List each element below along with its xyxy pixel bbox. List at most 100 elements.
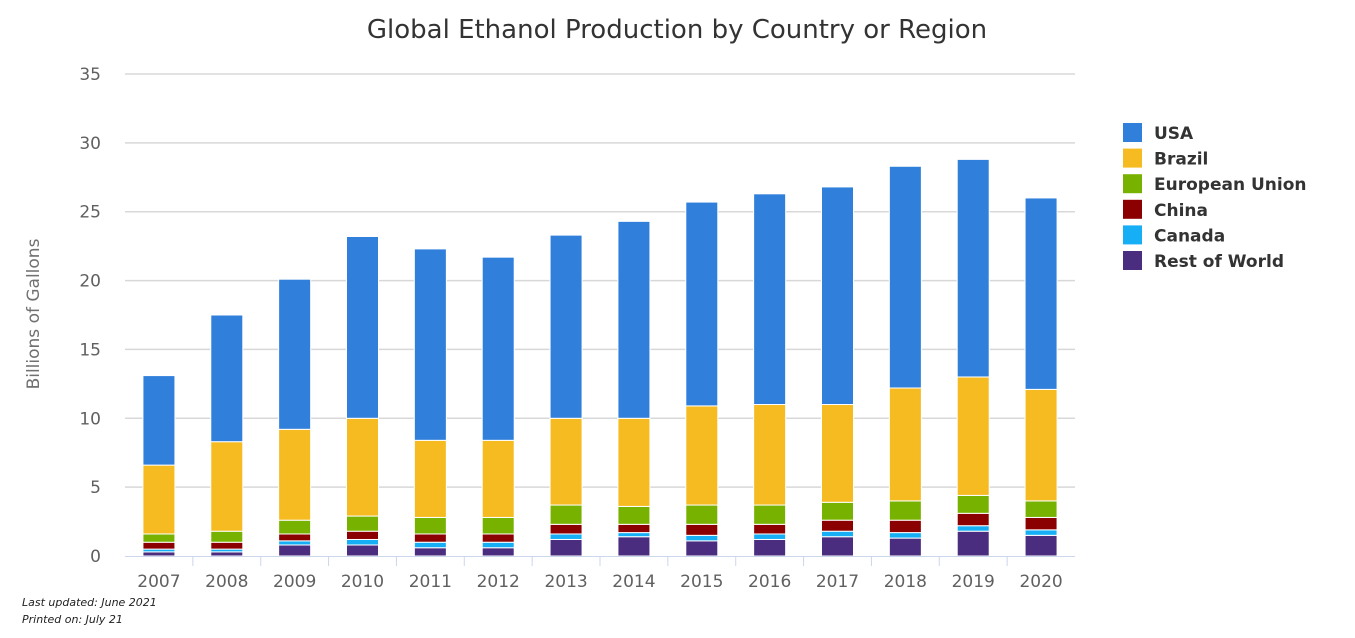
bar-china-2015 <box>685 523 719 536</box>
x-tick-label: 2009 <box>273 572 316 592</box>
legend-label-european-union: European Union <box>1154 175 1307 195</box>
x-tick-label: 2010 <box>341 572 384 592</box>
bar-brazil-2007 <box>142 464 176 535</box>
x-tick-label: 2019 <box>952 572 995 592</box>
x-tick-label: 2011 <box>409 572 452 592</box>
bar-canada-2017 <box>821 530 854 538</box>
bar-brazil-2013 <box>549 417 583 506</box>
x-tick-label: 2014 <box>612 572 655 592</box>
bar-european-union-2014 <box>617 505 651 525</box>
bar-china-2016 <box>753 523 787 535</box>
bar-european-union-2020 <box>1024 500 1058 518</box>
bar-european-union-2019 <box>956 494 990 514</box>
bar-canada-2011 <box>413 541 447 549</box>
bar-china-2013 <box>549 523 583 535</box>
bar-brazil-2011 <box>413 439 447 518</box>
y-tick-label: 10 <box>79 409 101 429</box>
bar-canada-2010 <box>346 538 379 546</box>
bar-china-2012 <box>481 533 515 543</box>
legend-swatch-usa <box>1123 123 1142 142</box>
bar-european-union-2017 <box>821 501 854 521</box>
bar-brazil-2019 <box>956 376 990 496</box>
bar-rest-of-world-2007 <box>142 551 176 557</box>
bar-usa-2014 <box>617 220 651 419</box>
last-updated-note: Last updated: June 2021 <box>22 596 157 609</box>
bar-usa-2007 <box>142 375 176 466</box>
bar-canada-2015 <box>685 534 719 542</box>
bar-usa-2018 <box>888 165 922 389</box>
y-tick-label: 0 <box>90 547 101 567</box>
bar-usa-2009 <box>278 278 312 430</box>
bar-european-union-2009 <box>278 519 312 535</box>
bar-canada-2018 <box>888 532 922 539</box>
bar-canada-2009 <box>278 540 312 546</box>
bar-usa-2019 <box>956 158 990 378</box>
bars <box>142 158 1058 557</box>
x-tick-label: 2016 <box>748 572 791 592</box>
bar-european-union-2013 <box>549 504 583 525</box>
bar-usa-2010 <box>346 236 379 419</box>
bar-rest-of-world-2015 <box>685 540 719 557</box>
bar-european-union-2011 <box>413 516 447 535</box>
bar-rest-of-world-2008 <box>210 551 244 557</box>
bar-european-union-2012 <box>481 516 515 535</box>
legend-label-canada: Canada <box>1154 226 1225 246</box>
bar-usa-2020 <box>1024 197 1058 390</box>
bar-european-union-2018 <box>888 500 922 521</box>
bar-brazil-2009 <box>278 428 312 521</box>
bar-rest-of-world-2020 <box>1024 534 1058 557</box>
bar-canada-2012 <box>481 541 515 549</box>
legend: USA Brazil European Union China Canada Rest o… <box>1123 123 1307 272</box>
chart-title: Global Ethanol Production by Country or … <box>367 15 987 45</box>
bar-canada-2014 <box>617 532 651 538</box>
bar-usa-2013 <box>549 234 583 419</box>
bar-rest-of-world-2016 <box>753 538 787 557</box>
y-tick-label: 20 <box>79 272 101 292</box>
bar-usa-2016 <box>753 193 787 406</box>
y-tick-label: 15 <box>79 340 101 360</box>
legend-swatch-canada <box>1123 225 1142 245</box>
bar-canada-2020 <box>1024 529 1058 536</box>
y-tick-label: 25 <box>79 203 101 223</box>
bar-usa-2011 <box>413 248 447 441</box>
bar-china-2011 <box>413 533 447 543</box>
legend-label-brazil: Brazil <box>1154 150 1208 170</box>
bar-china-2008 <box>210 541 244 550</box>
x-tick-label: 2008 <box>205 572 248 592</box>
gridlines <box>125 73 1075 488</box>
legend-swatch-brazil <box>1123 148 1142 168</box>
y-tick-label: 30 <box>79 134 101 154</box>
bar-china-2020 <box>1024 516 1058 531</box>
bar-rest-of-world-2014 <box>617 536 651 557</box>
printed-on-note: Printed on: July 21 <box>22 613 123 626</box>
legend-swatch-rest-of-world <box>1123 251 1142 270</box>
bar-rest-of-world-2012 <box>481 547 515 557</box>
bar-brazil-2015 <box>685 405 719 506</box>
x-tick-label: 2018 <box>884 572 927 592</box>
bar-usa-2015 <box>685 201 719 407</box>
bar-european-union-2016 <box>753 504 787 525</box>
bar-rest-of-world-2010 <box>346 544 379 557</box>
legend-swatch-china <box>1123 199 1142 219</box>
y-axis-ticks: 0 5 10 15 20 25 30 35 <box>79 65 101 567</box>
x-tick-label: 2007 <box>137 572 180 592</box>
bar-usa-2017 <box>821 186 854 406</box>
y-tick-label: 5 <box>90 478 101 498</box>
bar-china-2019 <box>956 512 990 527</box>
bar-brazil-2012 <box>481 439 515 518</box>
bar-european-union-2008 <box>210 530 244 543</box>
y-axis-label: Billions of Gallons <box>24 238 44 389</box>
legend-label-china: China <box>1154 201 1208 221</box>
bar-brazil-2016 <box>753 404 787 506</box>
x-tick-label: 2013 <box>544 572 587 592</box>
bar-china-2014 <box>617 523 651 534</box>
bar-rest-of-world-2017 <box>821 536 854 557</box>
x-tick-label: 2017 <box>816 572 859 592</box>
bar-china-2010 <box>346 530 379 540</box>
bar-canada-2019 <box>956 525 990 532</box>
legend-swatch-european-union <box>1123 174 1142 194</box>
bar-rest-of-world-2009 <box>278 544 312 557</box>
x-tick-label: 2012 <box>477 572 520 592</box>
x-tick-label: 2015 <box>680 572 723 592</box>
